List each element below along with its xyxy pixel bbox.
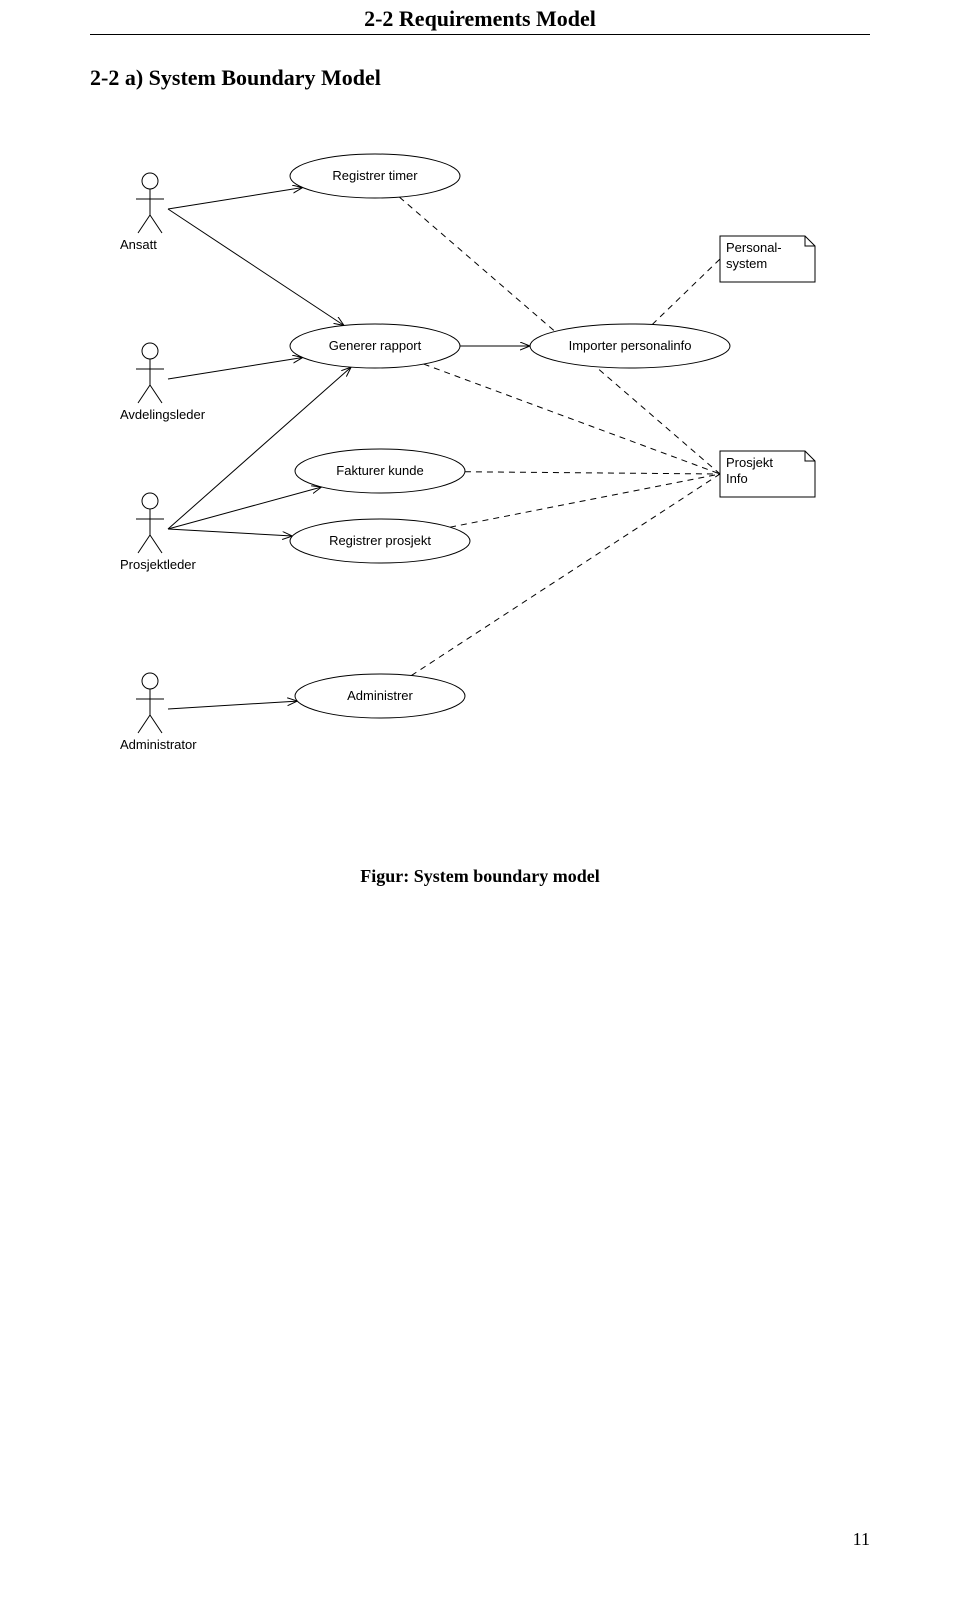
usecase-fakturer_kunde: Fakturer kunde: [295, 449, 465, 493]
actor-label: Ansatt: [120, 237, 157, 252]
association-edge: [168, 358, 303, 379]
note-text: Prosjekt: [726, 455, 773, 470]
usecase-importer_personal: Importer personalinfo: [530, 324, 730, 368]
actor-avdelingsleder: Avdelingsleder: [120, 343, 206, 422]
dependency-edge: [424, 364, 720, 474]
actor-label: Avdelingsleder: [120, 407, 206, 422]
association-edge: [168, 529, 292, 536]
usecase-label: Generer rapport: [329, 338, 422, 353]
association-edge: [168, 701, 297, 709]
page-title: 2-2 Requirements Model: [0, 6, 960, 32]
actor-administrator: Administrator: [120, 673, 197, 752]
title-underline: [90, 34, 870, 35]
usecase-generer_rapport: Generer rapport: [290, 324, 460, 368]
dependency-edge: [411, 474, 720, 676]
dependency-edge: [465, 472, 720, 474]
figure-caption: Figur: System boundary model: [0, 866, 960, 887]
usecase-diagram: Ansatt Avdelingsleder Prosjektleder Adminis…: [90, 121, 870, 846]
association-edge: [168, 188, 303, 209]
association-edge: [168, 209, 344, 326]
association-edge: [168, 367, 351, 529]
usecase-registrer_prosjekt: Registrer prosjekt: [290, 519, 470, 563]
actor-label: Administrator: [120, 737, 197, 752]
usecase-label: Importer personalinfo: [569, 338, 692, 353]
note-text: Personal-: [726, 240, 782, 255]
usecase-label: Registrer timer: [332, 168, 418, 183]
usecase-administrer: Administrer: [295, 674, 465, 718]
usecase-label: Administrer: [347, 688, 413, 703]
note-text: system: [726, 256, 767, 271]
note-prosjektinfo: ProsjektInfo: [720, 451, 815, 497]
actor-ansatt: Ansatt: [120, 173, 164, 252]
note-personalsystem: Personal-system: [720, 236, 815, 282]
actor-prosjektleder: Prosjektleder: [120, 493, 197, 572]
usecase-label: Fakturer kunde: [336, 463, 423, 478]
usecase-label: Registrer prosjekt: [329, 533, 431, 548]
page-number: 11: [853, 1529, 870, 1550]
actor-label: Prosjektleder: [120, 557, 197, 572]
note-text: Info: [726, 471, 748, 486]
dependency-edge: [652, 259, 720, 325]
section-title: 2-2 a) System Boundary Model: [90, 65, 960, 91]
usecase-registrer_timer: Registrer timer: [290, 154, 460, 198]
